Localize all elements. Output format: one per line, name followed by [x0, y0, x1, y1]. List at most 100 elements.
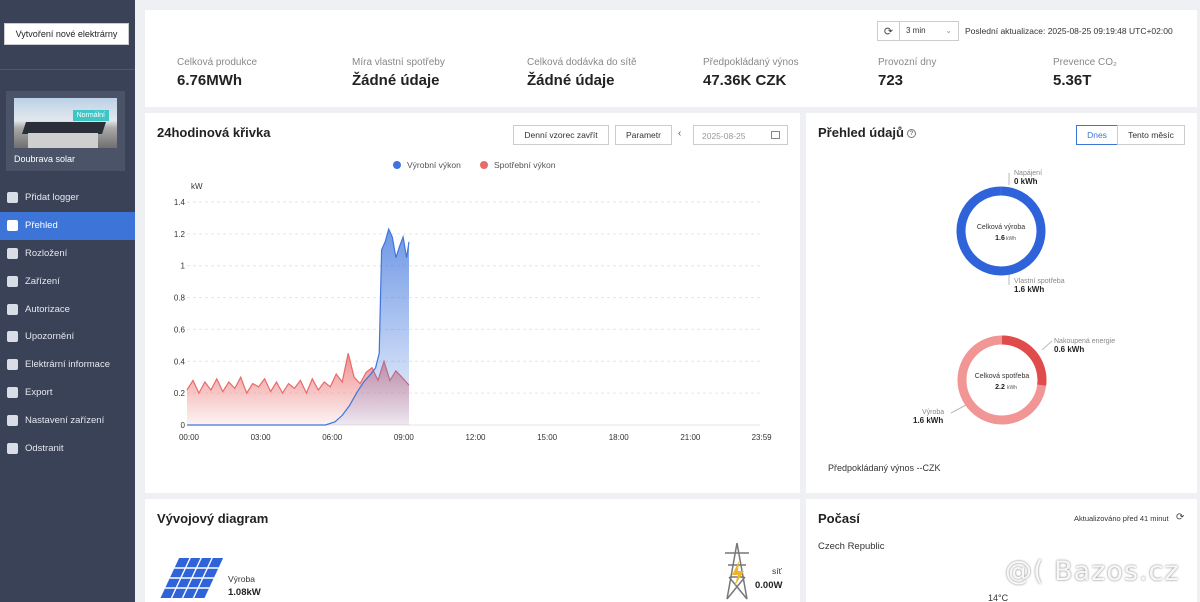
kpi-operating-days: Provozní dny 723	[878, 57, 936, 89]
y-tick-label: 0.6	[174, 325, 186, 334]
curve-panel: 24hodinová křivka Denní vzorec zavřít Pa…	[145, 113, 800, 493]
sidebar-item-label: Export	[25, 386, 53, 398]
sidebar-item-label: Odstranit	[25, 442, 64, 454]
sidebar-item-plant-info[interactable]: Elektrární informace	[0, 351, 135, 379]
date-value: 2025-08-25	[702, 131, 746, 141]
daily-pattern-button[interactable]: Denní vzorec zavřít	[513, 125, 609, 145]
sidebar-item-alerts[interactable]: Upozornění	[0, 323, 135, 351]
info-card-icon	[7, 359, 18, 371]
power-tower-icon	[725, 542, 749, 600]
sidebar-item-label: Autorizace	[25, 303, 70, 315]
legend-item-consumption[interactable]: Spotřební výkon	[480, 160, 555, 170]
kpi-label: Předpokládaný výnos	[703, 57, 799, 68]
sidebar-item-devices[interactable]: Zařízení	[0, 267, 135, 295]
sidebar-item-authorization[interactable]: Autorizace	[0, 295, 135, 323]
last-update-value: 2025-08-25 09:19:48 UTC+02:00	[1047, 26, 1173, 36]
y-tick-label: 0	[181, 421, 186, 430]
tab-this-month[interactable]: Tento měsíc	[1117, 125, 1185, 145]
self-consumption-label: Vlastní spotřeba	[1014, 278, 1065, 285]
watermark: @( Bazos.cz	[1005, 556, 1180, 587]
power-curve-chart: kW 0 0.2 0.4 0.6 0.8 1 1.2 1.4 00:00 03:00 06:00 09:…	[174, 182, 773, 442]
sidebar-item-label: Přidat logger	[25, 192, 79, 204]
create-plant-button[interactable]: Vytvoření nové elektrárny	[4, 23, 129, 45]
refresh-icon[interactable]: ⟳	[1176, 512, 1185, 523]
last-update-label: Poslední aktualizace:	[965, 26, 1046, 36]
legend-dot	[480, 161, 488, 169]
weather-updated: Aktualizováno před 41 minut	[1074, 514, 1169, 523]
sidebar-item-label: Upozornění	[25, 331, 75, 343]
weather-panel: Počasí Aktualizováno před 41 minut ⟳ Cze…	[806, 499, 1197, 602]
x-tick-label: 23:59	[752, 433, 773, 442]
flow-grid-label: síť	[772, 566, 782, 576]
series-line-production	[187, 227, 410, 426]
sidebar-item-overview[interactable]: Přehled	[0, 211, 135, 240]
kpi-self-consumption: Míra vlastní spotřeby Žádné údaje	[352, 57, 445, 89]
panel-title: Přehled údajů?	[818, 125, 916, 140]
production-center-value: 1.6	[995, 235, 1005, 242]
kpi-total-production: Celková produkce 6.76MWh	[177, 57, 257, 89]
production-center-label: Celková výroba	[977, 224, 1025, 231]
weather-temperature: 14°C	[988, 593, 1009, 602]
overview-title: Přehled údajů	[818, 125, 904, 140]
chevron-left-icon[interactable]: ‹	[678, 128, 682, 139]
legend-dot	[393, 161, 401, 169]
alarm-icon	[7, 331, 18, 343]
bought-energy-label: Nakoupená energie	[1054, 338, 1115, 345]
consumption-center-value: 2.2	[995, 384, 1005, 391]
kpi-panel: ⟳ 3 min ⌄ Poslední aktualizace: 2025-08-2…	[145, 10, 1197, 107]
flow-panel: Vývojový diagram Výroba 1.08kW síť 0.00W	[145, 499, 800, 602]
kpi-label: Prevence CO₂	[1053, 57, 1117, 68]
sidebar-item-delete[interactable]: Odstranit	[0, 434, 135, 462]
refresh-interval-value: 3 min	[906, 26, 926, 35]
sidebar-item-label: Nastavení zařízení	[25, 414, 105, 426]
x-tick-label: 03:00	[251, 433, 272, 442]
gear-icon	[7, 414, 18, 426]
last-update: Poslední aktualizace: 2025-08-25 09:19:4…	[965, 26, 1173, 36]
export-icon	[7, 386, 18, 398]
kpi-co2-prevention: Prevence CO₂ 5.36T	[1053, 57, 1117, 89]
legend-item-production[interactable]: Výrobní výkon	[393, 160, 461, 170]
plant-status-badge: Normální	[72, 110, 109, 121]
kpi-value: 723	[878, 72, 904, 89]
flow-production-label: Výroba	[228, 574, 255, 584]
kpi-expected-yield: Předpokládaný výnos 47.36K CZK	[703, 57, 799, 89]
plant-card[interactable]: Normální Doubrava solar	[6, 91, 125, 171]
calendar-icon	[771, 131, 780, 139]
sidebar: Vytvoření nové elektrárny Normální Doubr…	[0, 0, 135, 602]
sidebar-item-label: Elektrární informace	[25, 359, 111, 371]
consumption-donut-bought-arc	[1001, 335, 1047, 386]
production-donut-self-arc	[956, 186, 1046, 276]
sidebar-item-export[interactable]: Export	[0, 379, 135, 407]
device-icon	[7, 275, 18, 287]
sidebar-item-add-logger[interactable]: Přidat logger	[0, 184, 135, 212]
chevron-down-icon: ⌄	[945, 26, 952, 35]
production-center-unit: kWh	[1006, 236, 1016, 242]
kpi-value: Žádné údaje	[352, 72, 440, 89]
series-area-production	[187, 229, 409, 425]
date-picker[interactable]: 2025-08-25	[693, 125, 788, 145]
weather-location: Czech Republic	[818, 541, 885, 552]
sidebar-item-device-settings[interactable]: Nastavení zařízení	[0, 406, 135, 434]
y-tick-label: 0.4	[174, 357, 186, 366]
parameter-button[interactable]: Parametr	[615, 125, 672, 145]
overview-panel: Přehled údajů? Dnes Tento měsíc Celková …	[806, 113, 1197, 493]
bought-energy-value: 0.6 kWh	[1054, 345, 1084, 354]
panel-title: Vývojový diagram	[157, 511, 269, 526]
sidebar-item-layout[interactable]: Rozložení	[0, 240, 135, 268]
plus-square-icon	[7, 192, 18, 204]
feed-label: Napájení	[1014, 170, 1042, 177]
solar-panel-icon	[160, 558, 223, 598]
refresh-interval-select[interactable]: 3 min ⌄	[899, 21, 959, 41]
sidebar-nav: Přidat logger Přehled Rozložení Zařízení…	[0, 184, 135, 462]
plant-photo: Normální	[14, 98, 117, 148]
info-icon[interactable]: ?	[906, 129, 916, 139]
chart-icon	[7, 220, 18, 232]
feed-value: 0 kWh	[1014, 177, 1038, 186]
kpi-label: Celková produkce	[177, 57, 258, 68]
layout-icon	[7, 247, 18, 259]
kpi-label: Celková dodávka do sítě	[527, 57, 637, 68]
refresh-button[interactable]: ⟳	[877, 21, 900, 41]
panel-title: Počasí	[818, 511, 860, 526]
sidebar-item-label: Přehled	[25, 220, 58, 232]
kpi-value: 5.36T	[1053, 72, 1092, 89]
